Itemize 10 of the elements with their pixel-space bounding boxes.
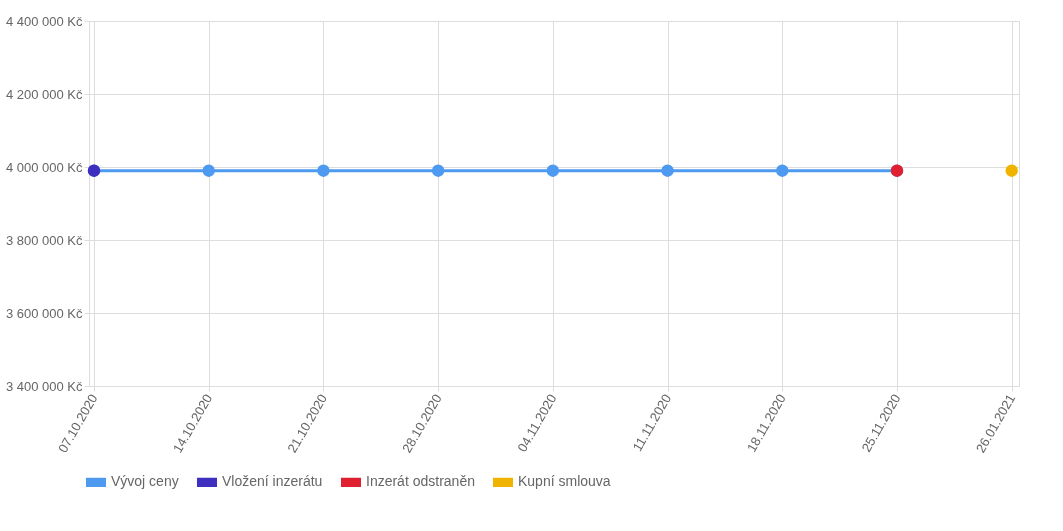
y-tick-label: 4 400 000 Kč <box>5 13 83 29</box>
y-tick-label: 4 200 000 Kč <box>5 86 83 102</box>
legend-label: Vývoj ceny <box>111 473 179 490</box>
legend-label: Inzerát odstraněn <box>366 473 475 490</box>
legend-label: Kupní smlouva <box>518 473 611 490</box>
y-tick-label: 3 600 000 Kč <box>5 305 83 321</box>
y-tick-label: 4 000 000 Kč <box>5 159 83 175</box>
y-tick-label: 3 400 000 Kč <box>5 378 83 394</box>
y-tick-label: 3 800 000 Kč <box>5 232 83 248</box>
legend-label: Vložení inzerátu <box>222 473 323 490</box>
